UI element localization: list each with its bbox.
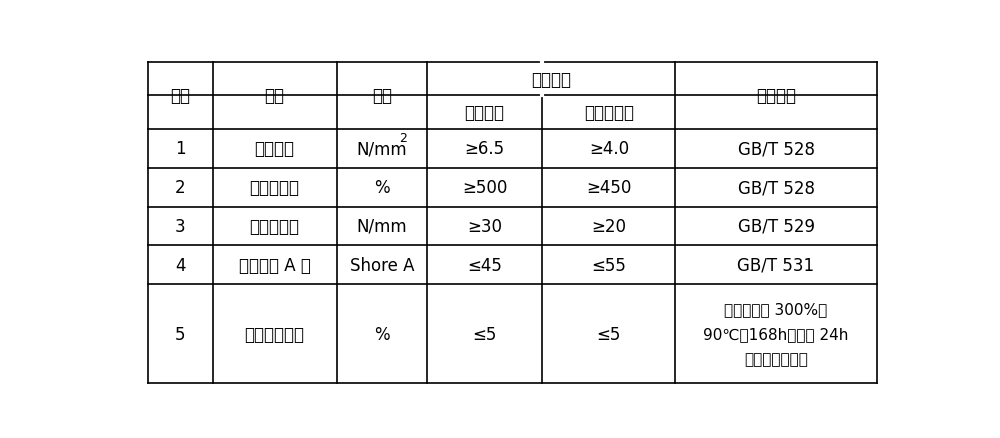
- Text: GB/T 531: GB/T 531: [737, 256, 815, 274]
- Text: N/mm: N/mm: [356, 140, 407, 158]
- Text: 拉伸到原长 300%，: 拉伸到原长 300%，: [724, 302, 828, 317]
- Text: ≥30: ≥30: [467, 217, 502, 235]
- Text: 抗撕裂强度: 抗撕裂强度: [250, 217, 300, 235]
- Text: 性能指标: 性能指标: [531, 71, 571, 88]
- Text: ≤55: ≤55: [591, 256, 626, 274]
- Text: ≥4.0: ≥4.0: [589, 140, 629, 158]
- Text: 1: 1: [175, 140, 186, 158]
- Text: 90℃，168h，回弹 24h: 90℃，168h，回弹 24h: [703, 326, 849, 341]
- Text: 断裂伸长率: 断裂伸长率: [250, 179, 300, 197]
- Text: 2: 2: [399, 132, 407, 145]
- Text: 拉伸永久变形: 拉伸永久变形: [245, 325, 305, 343]
- Text: ≥500: ≥500: [462, 179, 507, 197]
- Text: 3: 3: [175, 217, 186, 235]
- Text: ≥6.5: ≥6.5: [465, 140, 505, 158]
- Text: Shore A: Shore A: [350, 256, 414, 274]
- Text: 抗张强度: 抗张强度: [255, 140, 295, 158]
- Text: ≤5: ≤5: [472, 325, 497, 343]
- Text: 试验方法: 试验方法: [756, 87, 796, 105]
- Text: 5: 5: [175, 325, 186, 343]
- Text: 邵氏硬度 A 型: 邵氏硬度 A 型: [239, 256, 311, 274]
- Text: ≤5: ≤5: [597, 325, 621, 343]
- Text: 后的尺寸变形率: 后的尺寸变形率: [744, 351, 808, 366]
- Text: 半导电橡胶: 半导电橡胶: [584, 104, 634, 122]
- Text: ≥450: ≥450: [586, 179, 632, 197]
- Text: 4: 4: [175, 256, 186, 274]
- Text: 项目: 项目: [265, 87, 285, 105]
- Text: ≥20: ≥20: [591, 217, 626, 235]
- Text: ≤45: ≤45: [467, 256, 502, 274]
- Text: 单位: 单位: [372, 87, 392, 105]
- Text: %: %: [374, 325, 390, 343]
- Text: GB/T 528: GB/T 528: [738, 140, 815, 158]
- Text: 2: 2: [175, 179, 186, 197]
- Text: GB/T 529: GB/T 529: [738, 217, 815, 235]
- Text: 绝缘橡胶: 绝缘橡胶: [465, 104, 505, 122]
- Text: GB/T 528: GB/T 528: [738, 179, 815, 197]
- Text: 序号: 序号: [170, 87, 190, 105]
- Text: %: %: [374, 179, 390, 197]
- Text: N/mm: N/mm: [356, 217, 407, 235]
